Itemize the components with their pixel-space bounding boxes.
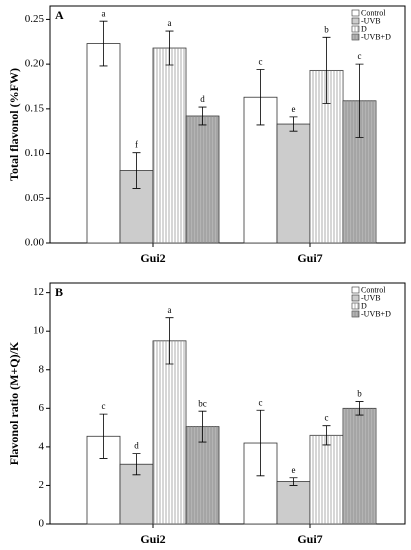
legend-label: -UVB xyxy=(361,293,381,302)
legend-hatch xyxy=(352,303,359,309)
error-bar xyxy=(165,317,174,365)
error-bar xyxy=(99,20,108,67)
y-tick-label: 0.20 xyxy=(25,58,45,70)
legend-swatch xyxy=(351,286,360,294)
bar-hatch xyxy=(153,48,186,243)
y-tick-label: 0.05 xyxy=(25,192,45,204)
bar xyxy=(276,123,311,244)
error-bar xyxy=(256,69,265,126)
error-bar xyxy=(289,116,298,132)
significance-letter: c xyxy=(325,413,329,423)
legend-swatch xyxy=(351,17,360,25)
panel-label: B xyxy=(55,285,63,299)
significance-letter: a xyxy=(168,18,172,28)
bar-hatch xyxy=(186,426,219,524)
y-tick-label: 0 xyxy=(39,518,45,530)
legend-hatch xyxy=(352,34,359,40)
bar-hatch xyxy=(310,435,343,524)
bar xyxy=(86,43,121,244)
error-bar xyxy=(355,63,364,138)
significance-letter: c xyxy=(259,397,263,407)
legend-label: Control xyxy=(361,8,386,17)
legend-label: D xyxy=(361,24,367,33)
plot-frame xyxy=(49,282,406,525)
error-bar xyxy=(198,106,207,126)
x-tick-label: Gui2 xyxy=(140,251,165,265)
legend-hatch xyxy=(352,26,359,32)
significance-letter: d xyxy=(134,441,139,451)
legend-label: -UVB+D xyxy=(361,309,391,318)
error-bar xyxy=(355,401,364,416)
error-bar xyxy=(256,409,265,477)
y-axis-label: Total flavonol (%FW) xyxy=(7,68,21,181)
error-bar xyxy=(198,410,207,443)
y-tick-label: 0.25 xyxy=(25,13,45,25)
y-tick-label: 0.15 xyxy=(25,102,45,114)
legend-label: -UVB xyxy=(361,16,381,25)
y-tick-label: 4 xyxy=(39,440,45,452)
x-tick-label: Gui7 xyxy=(297,251,322,265)
error-bar xyxy=(322,36,331,104)
y-tick-label: 6 xyxy=(39,402,45,414)
x-tick-label: Gui2 xyxy=(140,532,165,546)
bar-hatch xyxy=(186,116,219,243)
panel-label: A xyxy=(55,8,64,22)
significance-letter: e xyxy=(292,465,296,475)
significance-letter: f xyxy=(135,140,138,150)
error-bar xyxy=(132,152,141,189)
significance-letter: bc xyxy=(198,398,207,408)
error-bar xyxy=(165,30,174,66)
bar xyxy=(276,481,311,525)
significance-letter: c xyxy=(358,51,362,61)
significance-letter: b xyxy=(357,389,362,399)
error-bar xyxy=(322,425,331,446)
significance-letter: a xyxy=(168,305,172,315)
legend-label: -UVB+D xyxy=(361,32,391,41)
significance-letter: a xyxy=(102,8,106,18)
y-tick-label: 12 xyxy=(33,286,44,298)
significance-letter: c xyxy=(259,57,263,67)
plot-frame xyxy=(49,5,406,244)
bar-hatch xyxy=(153,340,186,524)
legend-label: Control xyxy=(361,285,386,294)
legend-hatch xyxy=(352,311,359,317)
y-tick-label: 0.10 xyxy=(25,147,45,159)
error-bar xyxy=(132,453,141,476)
y-tick-label: 0.00 xyxy=(25,237,45,249)
y-tick-label: 8 xyxy=(39,363,45,375)
bar-hatch xyxy=(343,408,376,524)
y-tick-label: 10 xyxy=(33,325,45,337)
legend-swatch xyxy=(351,9,360,17)
significance-letter: d xyxy=(200,94,205,104)
error-bar xyxy=(289,477,298,486)
significance-letter: c xyxy=(102,401,106,411)
error-bar xyxy=(99,413,108,459)
y-axis-label: Flavonol ratio (M+Q)/K xyxy=(7,341,21,465)
legend-swatch xyxy=(351,294,360,302)
significance-letter: b xyxy=(324,24,329,34)
legend-label: D xyxy=(361,301,367,310)
y-tick-label: 2 xyxy=(39,479,45,491)
x-tick-label: Gui7 xyxy=(297,532,322,546)
significance-letter: e xyxy=(292,104,296,114)
